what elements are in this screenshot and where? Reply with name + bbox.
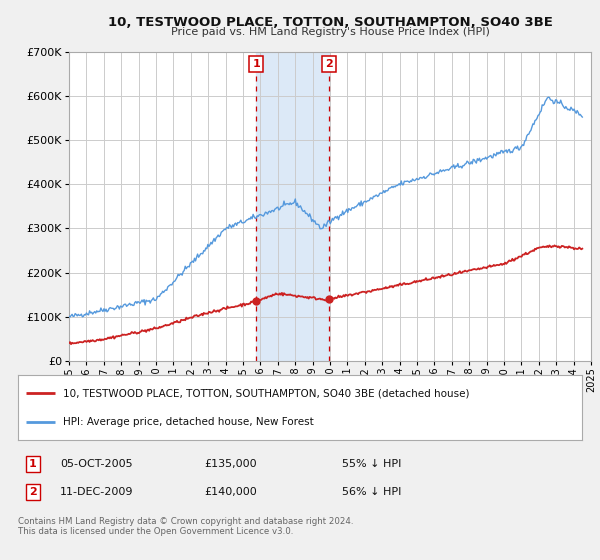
Text: 56% ↓ HPI: 56% ↓ HPI xyxy=(342,487,401,497)
Text: 05-OCT-2005: 05-OCT-2005 xyxy=(60,459,133,469)
Text: 2: 2 xyxy=(29,487,37,497)
Text: 55% ↓ HPI: 55% ↓ HPI xyxy=(342,459,401,469)
Text: This data is licensed under the Open Government Licence v3.0.: This data is licensed under the Open Gov… xyxy=(18,528,293,536)
Text: 11-DEC-2009: 11-DEC-2009 xyxy=(60,487,133,497)
Text: HPI: Average price, detached house, New Forest: HPI: Average price, detached house, New … xyxy=(63,417,314,427)
Text: Contains HM Land Registry data © Crown copyright and database right 2024.: Contains HM Land Registry data © Crown c… xyxy=(18,517,353,526)
Text: Price paid vs. HM Land Registry's House Price Index (HPI): Price paid vs. HM Land Registry's House … xyxy=(170,27,490,37)
Text: 10, TESTWOOD PLACE, TOTTON, SOUTHAMPTON, SO40 3BE (detached house): 10, TESTWOOD PLACE, TOTTON, SOUTHAMPTON,… xyxy=(63,388,470,398)
Text: £135,000: £135,000 xyxy=(204,459,257,469)
Bar xyxy=(256,52,329,361)
Text: 1: 1 xyxy=(253,59,260,69)
Text: £140,000: £140,000 xyxy=(204,487,257,497)
Text: 10, TESTWOOD PLACE, TOTTON, SOUTHAMPTON, SO40 3BE: 10, TESTWOOD PLACE, TOTTON, SOUTHAMPTON,… xyxy=(107,16,553,29)
Text: 2: 2 xyxy=(325,59,333,69)
Text: 1: 1 xyxy=(29,459,37,469)
